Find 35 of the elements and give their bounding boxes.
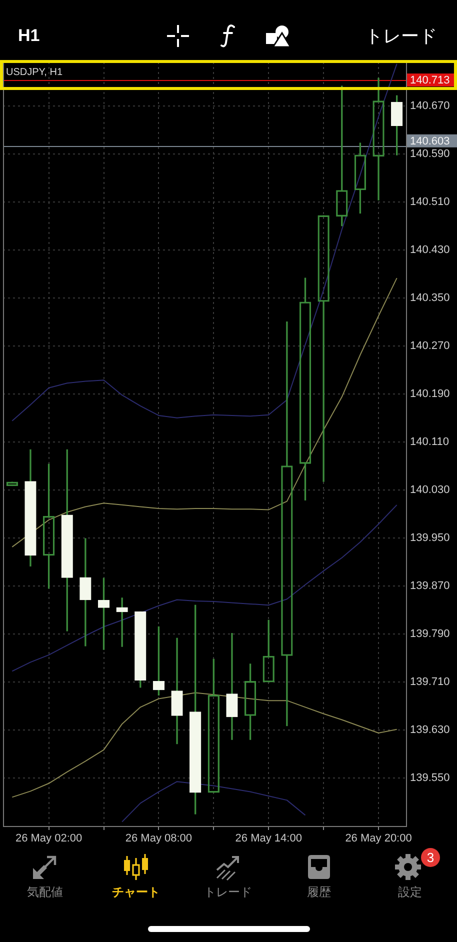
text: チャート	[112, 885, 160, 900]
x-tick-label: 26 May 08:00	[125, 832, 192, 845]
text: 気配値	[27, 885, 63, 900]
candlestick	[171, 638, 183, 744]
y-tick-label: 140.110	[410, 436, 449, 448]
text: USDJPY, H1	[6, 67, 63, 79]
y-tick-label: 140.670	[410, 100, 450, 112]
candlestick	[24, 449, 36, 566]
x-tick-label: 26 May 02:00	[15, 832, 82, 845]
y-tick-label: 139.550	[410, 772, 450, 784]
y-tick-label: 139.870	[410, 580, 450, 592]
text: 設定	[398, 885, 422, 900]
y-tick-label: 140.590	[410, 148, 450, 160]
y-tick-label: 139.630	[410, 724, 450, 736]
x-tick-label: 26 May 20:00	[345, 832, 412, 845]
y-tick-label: 140.190	[410, 388, 450, 400]
x-tick-label: 26 May 14:00	[235, 832, 302, 845]
y-tick-label: 139.710	[410, 676, 450, 688]
text: H1	[18, 26, 40, 46]
candlestick	[116, 598, 128, 647]
text: 履歴	[307, 885, 331, 900]
y-tick-label: 140.030	[410, 484, 450, 496]
ref-line-label: 140.713	[410, 74, 450, 87]
y-tick-label: 140.430	[410, 244, 450, 256]
ref-line-label: 140.603	[410, 135, 450, 148]
y-tick-label: 139.950	[410, 532, 450, 544]
candlestick	[226, 633, 238, 740]
text: トレード	[204, 885, 252, 900]
notification-badge: 3	[421, 848, 440, 867]
text: トレード	[365, 25, 437, 47]
y-tick-label: 140.510	[410, 196, 450, 208]
y-tick-label: 140.350	[410, 292, 450, 304]
candlestick	[80, 538, 92, 646]
y-tick-label: 139.790	[410, 628, 450, 640]
y-tick-label: 140.270	[410, 340, 450, 352]
